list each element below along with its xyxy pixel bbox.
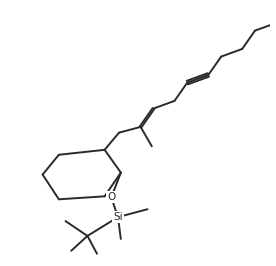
Text: O: O: [107, 192, 115, 202]
Text: Si: Si: [113, 212, 123, 222]
